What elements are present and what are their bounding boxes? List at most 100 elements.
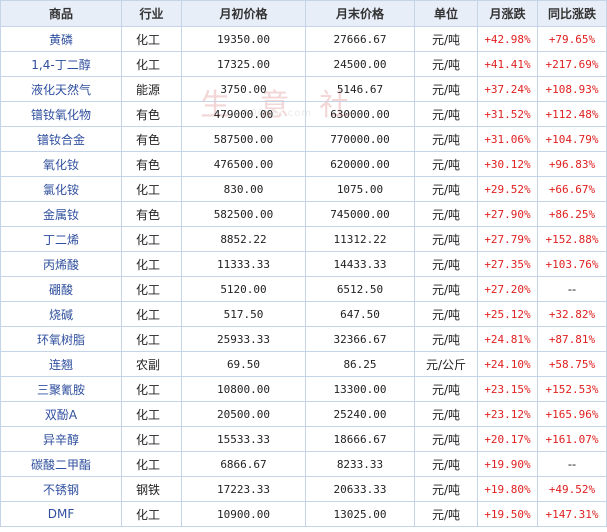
- table-row: 1,4-丁二醇 化工 17325.00 24500.00 元/吨 +41.41% +217.…: [0, 51, 607, 77]
- commodity-link[interactable]: 连翘: [0, 351, 122, 377]
- commodity-link[interactable]: 丁二烯: [0, 226, 122, 252]
- unit-cell: 元/吨: [414, 401, 478, 427]
- start-price-cell: 3750.00: [181, 76, 306, 102]
- end-price-cell: 620000.00: [305, 151, 415, 177]
- month-change-cell: +24.10%: [477, 351, 538, 377]
- industry-cell: 化工: [121, 376, 182, 402]
- month-change-cell: +31.06%: [477, 126, 538, 152]
- table-row: 金属钕 有色 582500.00 745000.00 元/吨 +27.90% +86.25%: [0, 201, 607, 227]
- commodity-link[interactable]: 丙烯酸: [0, 251, 122, 277]
- commodity-link[interactable]: 不锈钢: [0, 476, 122, 502]
- unit-cell: 元/吨: [414, 376, 478, 402]
- industry-cell: 能源: [121, 76, 182, 102]
- start-price-cell: 69.50: [181, 351, 306, 377]
- month-change-cell: +19.90%: [477, 451, 538, 477]
- table-row: 氧化钕 有色 476500.00 620000.00 元/吨 +30.12% +96.83%: [0, 151, 607, 177]
- table-row: 环氧树脂 化工 25933.33 32366.67 元/吨 +24.81% +87.81%: [0, 326, 607, 352]
- industry-cell: 有色: [121, 151, 182, 177]
- commodity-link[interactable]: 金属钕: [0, 201, 122, 227]
- start-price-cell: 19350.00: [181, 26, 306, 52]
- table-row: DMF 化工 10900.00 13025.00 元/吨 +19.50% +147.31%: [0, 501, 607, 527]
- header-end-price[interactable]: 月末价格: [305, 0, 415, 27]
- month-change-cell: +24.81%: [477, 326, 538, 352]
- end-price-cell: 745000.00: [305, 201, 415, 227]
- commodity-link[interactable]: 镨钕合金: [0, 126, 122, 152]
- yoy-change-cell: +32.82%: [537, 301, 607, 327]
- industry-cell: 钢铁: [121, 476, 182, 502]
- commodity-link[interactable]: 氧化钕: [0, 151, 122, 177]
- table-row: 三聚氰胺 化工 10800.00 13300.00 元/吨 +23.15% +152.53%: [0, 376, 607, 402]
- unit-cell: 元/吨: [414, 251, 478, 277]
- end-price-cell: 770000.00: [305, 126, 415, 152]
- unit-cell: 元/吨: [414, 326, 478, 352]
- yoy-change-cell: +112.48%: [537, 101, 607, 127]
- month-change-cell: +27.90%: [477, 201, 538, 227]
- header-unit[interactable]: 单位: [414, 0, 478, 27]
- month-change-cell: +23.12%: [477, 401, 538, 427]
- end-price-cell: 24500.00: [305, 51, 415, 77]
- commodity-link[interactable]: 1,4-丁二醇: [0, 51, 122, 77]
- table-row: 镨钕合金 有色 587500.00 770000.00 元/吨 +31.06% +104.7…: [0, 126, 607, 152]
- commodity-link[interactable]: 黄磷: [0, 26, 122, 52]
- commodity-link[interactable]: 环氧树脂: [0, 326, 122, 352]
- industry-cell: 化工: [121, 326, 182, 352]
- commodity-link[interactable]: DMF: [0, 501, 122, 527]
- industry-cell: 化工: [121, 501, 182, 527]
- start-price-cell: 587500.00: [181, 126, 306, 152]
- table-row: 液化天然气 能源 3750.00 5146.67 元/吨 +37.24% +108.93%: [0, 76, 607, 102]
- month-change-cell: +27.79%: [477, 226, 538, 252]
- header-commodity[interactable]: 商品: [0, 0, 122, 27]
- month-change-cell: +29.52%: [477, 176, 538, 202]
- table-row: 连翘 农副 69.50 86.25 元/公斤 +24.10% +58.75%: [0, 351, 607, 377]
- month-change-cell: +20.17%: [477, 426, 538, 452]
- end-price-cell: 13025.00: [305, 501, 415, 527]
- start-price-cell: 5120.00: [181, 276, 306, 302]
- end-price-cell: 6512.50: [305, 276, 415, 302]
- yoy-change-cell: +147.31%: [537, 501, 607, 527]
- commodity-link[interactable]: 镨钕氧化物: [0, 101, 122, 127]
- start-price-cell: 476500.00: [181, 151, 306, 177]
- table-row: 碳酸二甲酯 化工 6866.67 8233.33 元/吨 +19.90% --: [0, 451, 607, 477]
- yoy-change-cell: +49.52%: [537, 476, 607, 502]
- header-yoy-change[interactable]: 同比涨跌: [537, 0, 607, 27]
- table-row: 镨钕氧化物 有色 479000.00 630000.00 元/吨 +31.52% +112.…: [0, 101, 607, 127]
- commodity-link[interactable]: 三聚氰胺: [0, 376, 122, 402]
- commodity-link[interactable]: 烧碱: [0, 301, 122, 327]
- end-price-cell: 27666.67: [305, 26, 415, 52]
- yoy-change-cell: +217.69%: [537, 51, 607, 77]
- month-change-cell: +41.41%: [477, 51, 538, 77]
- end-price-cell: 25240.00: [305, 401, 415, 427]
- commodity-link[interactable]: 液化天然气: [0, 76, 122, 102]
- month-change-cell: +30.12%: [477, 151, 538, 177]
- yoy-change-cell: +66.67%: [537, 176, 607, 202]
- header-industry[interactable]: 行业: [121, 0, 182, 27]
- yoy-change-cell: --: [537, 451, 607, 477]
- table-row: 双酚A 化工 20500.00 25240.00 元/吨 +23.12% +165.96%: [0, 401, 607, 427]
- start-price-cell: 517.50: [181, 301, 306, 327]
- end-price-cell: 647.50: [305, 301, 415, 327]
- industry-cell: 化工: [121, 251, 182, 277]
- commodity-link[interactable]: 碳酸二甲酯: [0, 451, 122, 477]
- header-month-change[interactable]: 月涨跌: [477, 0, 538, 27]
- unit-cell: 元/吨: [414, 451, 478, 477]
- start-price-cell: 17325.00: [181, 51, 306, 77]
- unit-cell: 元/公斤: [414, 351, 478, 377]
- unit-cell: 元/吨: [414, 151, 478, 177]
- commodity-link[interactable]: 异辛醇: [0, 426, 122, 452]
- unit-cell: 元/吨: [414, 501, 478, 527]
- start-price-cell: 17223.33: [181, 476, 306, 502]
- unit-cell: 元/吨: [414, 26, 478, 52]
- start-price-cell: 8852.22: [181, 226, 306, 252]
- commodity-link[interactable]: 氯化铵: [0, 176, 122, 202]
- industry-cell: 化工: [121, 276, 182, 302]
- commodity-link[interactable]: 硼酸: [0, 276, 122, 302]
- commodity-link[interactable]: 双酚A: [0, 401, 122, 427]
- header-start-price[interactable]: 月初价格: [181, 0, 306, 27]
- month-change-cell: +37.24%: [477, 76, 538, 102]
- end-price-cell: 32366.67: [305, 326, 415, 352]
- month-change-cell: +19.80%: [477, 476, 538, 502]
- end-price-cell: 18666.67: [305, 426, 415, 452]
- industry-cell: 化工: [121, 426, 182, 452]
- industry-cell: 化工: [121, 51, 182, 77]
